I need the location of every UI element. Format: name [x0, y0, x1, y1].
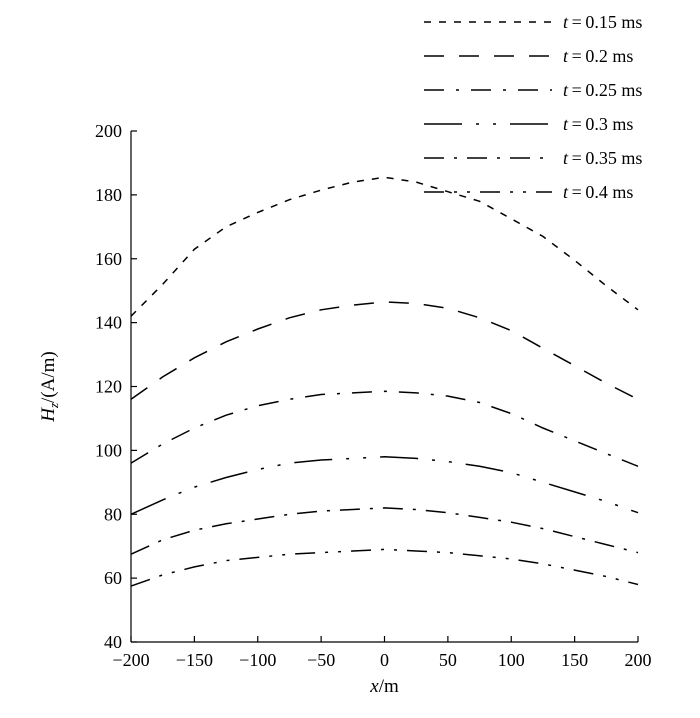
- y-axis-label: Hz/(A/m): [38, 351, 61, 423]
- y-axis-label-unit: /(A/m): [38, 351, 59, 403]
- y-tick-label: 120: [95, 377, 122, 397]
- legend-item: t = 0.2 ms: [424, 46, 633, 66]
- series-line-4: [130, 456, 639, 515]
- legend-label: t = 0.25 ms: [563, 80, 642, 100]
- x-ticks: −200 −150 −100 −50 0 50 100 150 200: [112, 636, 652, 670]
- legend-label: t = 0.35 ms: [563, 148, 642, 168]
- y-tick-label: 140: [95, 313, 122, 333]
- x-tick-label: −150: [176, 650, 213, 670]
- legend-label: t = 0.4 ms: [563, 182, 633, 202]
- axes: [130, 131, 638, 643]
- x-tick-label: 0: [380, 650, 389, 670]
- x-tick-label: 200: [625, 650, 652, 670]
- y-tick-label: 180: [95, 185, 122, 205]
- x-tick-label: −50: [307, 650, 335, 670]
- x-tick-label: 50: [439, 650, 457, 670]
- series-line-6: [130, 548, 639, 587]
- y-tick-label: 40: [104, 632, 122, 652]
- legend-item: t = 0.25 ms: [424, 80, 642, 100]
- x-tick-label: 150: [561, 650, 588, 670]
- legend-label: t = 0.2 ms: [563, 46, 633, 66]
- series-line-1: [130, 176, 639, 317]
- y-axis-label-var: H: [38, 407, 59, 423]
- y-ticks: 40 60 80 100 120 140 160 180 200: [95, 121, 137, 652]
- legend-item: t = 0.4 ms: [424, 182, 633, 202]
- legend-label: t = 0.3 ms: [563, 114, 633, 134]
- y-tick-label: 100: [95, 440, 122, 460]
- x-axis-label-unit: /m: [379, 676, 399, 697]
- y-axis-label-sub: z: [46, 403, 61, 409]
- x-tick-label: −200: [112, 650, 149, 670]
- legend-label: t = 0.15 ms: [563, 12, 642, 32]
- x-tick-label: −100: [239, 650, 276, 670]
- series-line-2: [130, 301, 639, 400]
- legend-item: t = 0.35 ms: [424, 148, 642, 168]
- x-axis-label-var: x: [369, 676, 379, 697]
- y-tick-label: 60: [104, 568, 122, 588]
- legend-item: t = 0.3 ms: [424, 114, 633, 134]
- y-tick-label: 80: [104, 504, 122, 524]
- series-line-3: [130, 390, 639, 467]
- legend-item: t = 0.15 ms: [424, 12, 642, 32]
- series-layer: [130, 176, 639, 587]
- x-tick-label: 100: [498, 650, 525, 670]
- legend: t = 0.15 ms t = 0.2 ms t = 0.25 ms t = 0.3 …: [424, 12, 642, 202]
- y-tick-label: 160: [95, 249, 122, 269]
- y-tick-label: 200: [95, 121, 122, 141]
- series-line-5: [130, 507, 639, 555]
- x-axis-label: x/m: [369, 676, 399, 697]
